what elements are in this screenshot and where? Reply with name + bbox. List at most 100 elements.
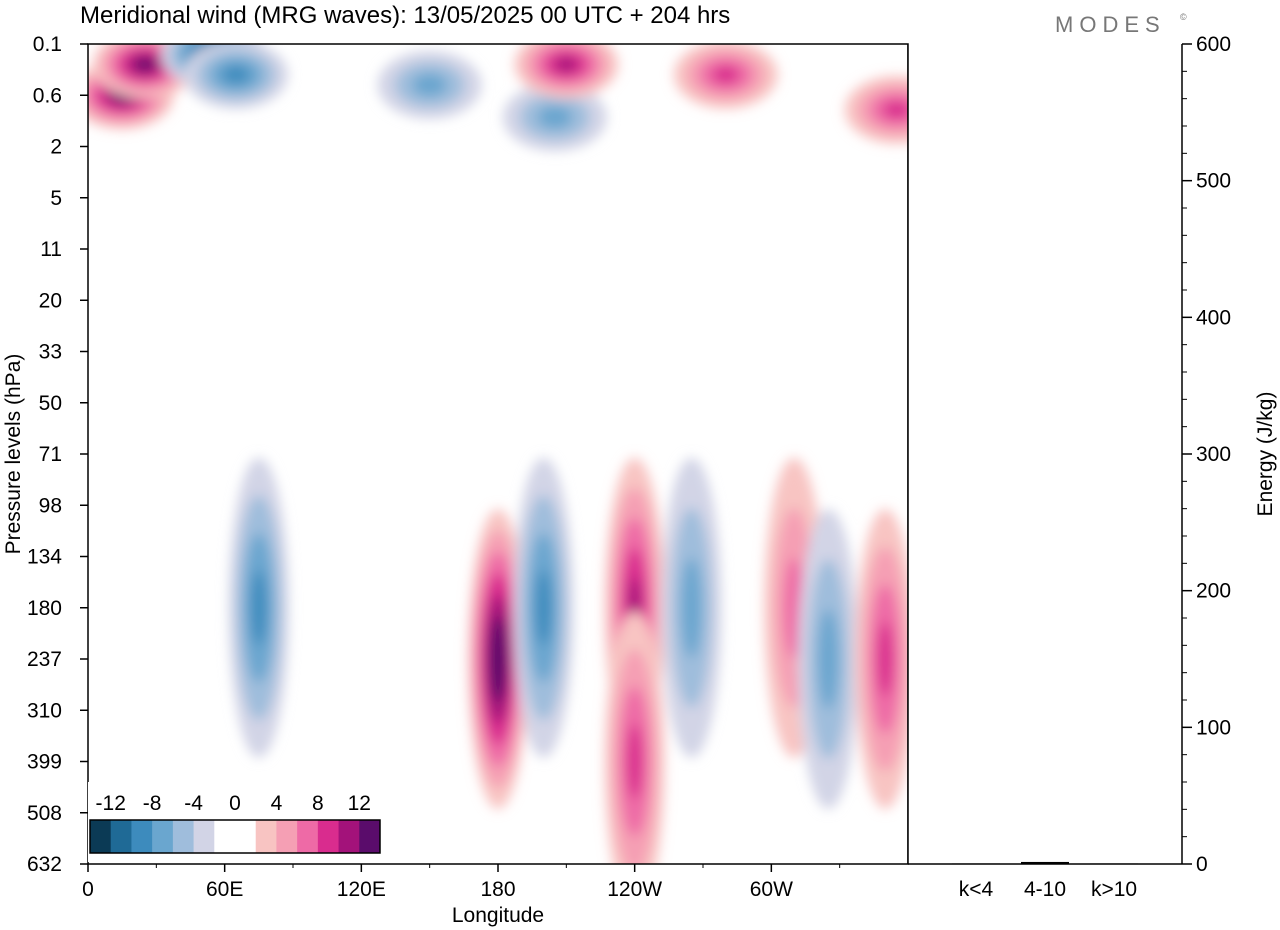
energy-bar-panel: 0 100 200 300 400 500 600 k<4 4-10 k>10 (907, 33, 1231, 901)
contour-level-fill (818, 609, 839, 709)
negative-wind-anomaly (184, 44, 289, 109)
negative-wind-anomaly (502, 83, 607, 152)
colorbar-legend: -12 -8 -4 0 4 8 12 (88, 782, 384, 862)
brand-copyright-mark: © (1180, 12, 1187, 22)
pressure-tick-label: 0.6 (33, 84, 62, 107)
energy-axis-label: Energy (J/kg) (1254, 392, 1277, 517)
colorbar-swatch (214, 820, 236, 853)
positive-wind-anomaly (514, 44, 619, 99)
contour-level-fill (412, 73, 447, 97)
colorbar-label: -12 (96, 792, 126, 815)
energy-bar (952, 863, 1000, 865)
longitude-tick-label: 180 (480, 878, 515, 901)
pressure-tick-label: 11 (40, 238, 62, 261)
negative-wind-anomaly (513, 457, 574, 758)
contour-level-fill (555, 57, 577, 72)
colorbar-swatch (276, 820, 298, 853)
energy-tick-label: 0 (1196, 853, 1208, 876)
modes-brand-logo: MODES (1055, 12, 1166, 37)
y-axis-label: Pressure levels (hPa) (2, 354, 25, 555)
colorbar-swatch (317, 820, 340, 853)
energy-category-label: k>10 (1091, 878, 1137, 901)
contour-level-fill (537, 105, 573, 129)
colorbar-label: -4 (184, 792, 203, 815)
contour-level-fill (681, 557, 702, 658)
energy-tick-label: 400 (1196, 306, 1231, 329)
contour-level-fill (251, 570, 267, 646)
energy-bars (952, 861, 1138, 865)
positive-wind-anomaly (604, 611, 665, 864)
energy-category-label: k<4 (959, 878, 994, 901)
energy-category-label: 4-10 (1024, 878, 1066, 901)
positive-wind-anomaly (673, 44, 778, 109)
contour-level-fill (883, 101, 908, 119)
contour-level-fill (712, 66, 739, 84)
colorbar-swatch (255, 820, 277, 853)
energy-tick-label: 200 (1196, 580, 1231, 603)
contour-level-fill (877, 621, 893, 697)
colorbar-label: 4 (271, 792, 283, 815)
positive-wind-anomaly (844, 75, 908, 144)
pressure-tick-label: 50 (39, 392, 62, 415)
energy-tick-label: 300 (1196, 443, 1231, 466)
pressure-tick-label: 33 (39, 341, 62, 364)
positive-wind-anomaly (855, 509, 908, 809)
pressure-tick-label: 632 (27, 853, 62, 876)
contour-level-fill (136, 58, 154, 71)
pressure-tick-label: 71 (39, 443, 62, 466)
colorbar-swatch (131, 820, 153, 853)
longitude-axis: 0 60E 120E 180 120W 60W (82, 864, 841, 901)
longitude-tick-label: 120W (607, 878, 662, 901)
colorbar-label: 0 (229, 792, 241, 815)
pressure-tick-label: 20 (39, 289, 62, 312)
colorbar-swatch (172, 820, 195, 853)
pressure-tick-label: 399 (27, 751, 62, 774)
pressure-tick-label: 2 (50, 136, 62, 159)
energy-tick-label: 100 (1196, 716, 1231, 739)
pressure-tick-label: 5 (50, 187, 62, 210)
energy-category-labels: k<4 4-10 k>10 (959, 878, 1137, 901)
colorbar-swatch (297, 820, 319, 853)
energy-panel-background (908, 44, 1182, 864)
contour-level-fill (223, 66, 250, 84)
colorbar-swatch (235, 820, 257, 853)
pressure-tick-label: 134 (27, 546, 62, 569)
colorbar-swatch (338, 820, 360, 853)
colorbar-swatch (152, 820, 174, 853)
pressure-tick-label: 0.1 (33, 33, 62, 56)
pressure-tick-label: 98 (39, 494, 62, 517)
x-axis-label: Longitude (452, 904, 544, 927)
colorbar-label: -8 (143, 792, 162, 815)
energy-tick-label: 600 (1196, 33, 1231, 56)
negative-wind-anomaly (798, 509, 859, 809)
colorbar-swatch (110, 820, 132, 853)
energy-axis: 0 100 200 300 400 500 600 (1182, 33, 1231, 876)
colorbar-label: 12 (348, 792, 371, 815)
pressure-axis: 0.1 0.6 2 5 11 20 33 50 71 98 134 180 237 310 399 508 63… (27, 33, 88, 876)
heatmap-plot (88, 44, 908, 864)
contour-level-fill (627, 724, 643, 799)
colorbar-label: 8 (312, 792, 324, 815)
positive-wind-anomaly (468, 509, 528, 809)
negative-wind-anomaly (661, 457, 722, 758)
longitude-tick-label: 60W (750, 878, 793, 901)
colorbar-frame (89, 819, 381, 854)
pressure-tick-label: 180 (27, 597, 62, 620)
contour-level-fill (536, 570, 552, 646)
chart-title: Meridional wind (MRG waves): 13/05/2025 … (80, 2, 730, 29)
energy-bar (1021, 861, 1069, 864)
negative-wind-anomaly (377, 51, 482, 119)
colorbar-swatch (90, 820, 112, 853)
heatmap-contour-field (88, 44, 908, 864)
pressure-tick-label: 508 (27, 802, 62, 825)
longitude-tick-label: 120E (337, 878, 386, 901)
pressure-tick-label: 237 (27, 648, 62, 671)
energy-tick-label: 500 (1196, 170, 1231, 193)
energy-bar (1090, 863, 1138, 865)
pressure-tick-label: 310 (27, 699, 62, 722)
colorbar-swatch (193, 820, 215, 853)
negative-wind-anomaly (228, 457, 289, 758)
longitude-tick-label: 0 (82, 878, 94, 901)
contour-level-fill (493, 637, 503, 681)
